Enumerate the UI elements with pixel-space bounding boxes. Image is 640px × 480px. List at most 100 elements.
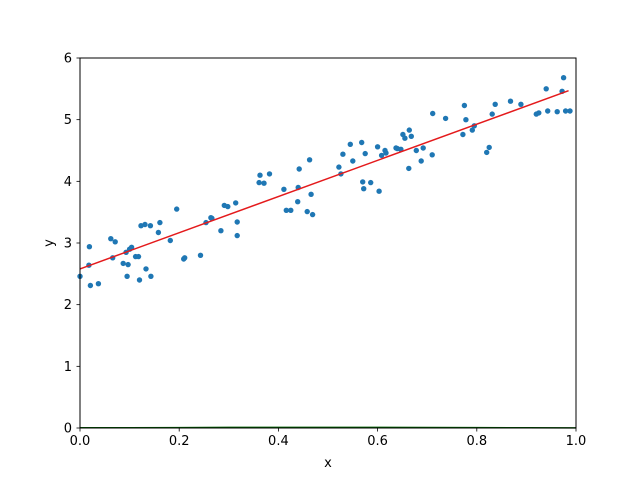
scatter-point	[296, 166, 302, 172]
scatter-point	[174, 206, 180, 212]
scatter-point	[347, 141, 353, 147]
scatter-point	[374, 144, 381, 150]
scatter-point	[283, 207, 289, 213]
scatter-point	[125, 261, 131, 268]
scatter-point	[543, 86, 549, 92]
scatter-point	[489, 111, 495, 117]
scatter-point	[429, 152, 435, 158]
scatter-point	[128, 244, 135, 250]
scatter-point	[402, 135, 408, 141]
scatter-point	[359, 139, 365, 146]
x-tick-label: 0.2	[169, 434, 190, 449]
scatter-point	[143, 266, 149, 272]
scatter-point	[360, 179, 366, 185]
scatter-point	[486, 144, 492, 151]
scatter-point	[288, 207, 294, 213]
y-tick-label: 0	[64, 422, 72, 437]
y-tick-label: 5	[64, 113, 72, 128]
scatter-point	[87, 282, 94, 289]
scatter-point	[157, 219, 163, 226]
scatter-point	[406, 127, 412, 133]
scatter-point	[413, 147, 419, 154]
scatter-point	[304, 208, 310, 215]
scatter-point	[362, 150, 368, 157]
regression-line	[79, 89, 569, 270]
scatter-point	[218, 228, 224, 234]
x-tick-label: 1.0	[566, 434, 587, 449]
x-axis-ticks: 0.0 0.2 0.4 0.6 0.8 1.0	[70, 428, 587, 449]
scatter-point	[336, 164, 342, 170]
scatter-point	[225, 203, 231, 210]
scatter-point	[261, 180, 267, 186]
y-axis-label: y	[42, 239, 57, 247]
y-axis-ticks: 0 1 2 3 4 5 6	[64, 52, 80, 437]
scatter-point	[461, 102, 468, 109]
scatter-point	[86, 244, 93, 250]
scatter-point	[182, 255, 188, 261]
scatter-point	[306, 157, 313, 163]
scatter-point	[308, 191, 314, 197]
scatter-point	[147, 223, 154, 229]
scatter-point	[518, 101, 524, 108]
x-axis-label: x	[324, 456, 332, 471]
scatter-point	[442, 115, 449, 122]
scatter-point	[135, 253, 142, 260]
scatter-point	[484, 149, 490, 156]
scatter-point	[234, 219, 240, 225]
scatter-point	[430, 110, 436, 117]
scatter-point	[545, 108, 551, 114]
y-tick-label: 1	[64, 360, 72, 375]
scatter-point	[142, 221, 148, 228]
scatter-point	[95, 281, 102, 287]
scatter-point	[257, 172, 263, 178]
scatter-point	[460, 131, 466, 138]
scatter-point	[309, 211, 316, 218]
scatter-point	[295, 199, 301, 205]
scatter-point	[197, 252, 204, 258]
scatter-point	[469, 127, 475, 133]
scatter-point	[378, 152, 385, 159]
series-layer	[77, 75, 577, 429]
scatter-point	[554, 109, 560, 115]
scatter-point	[463, 117, 469, 123]
scatter-point	[408, 133, 414, 139]
y-tick-label: 3	[64, 237, 72, 252]
scatter-point	[406, 165, 412, 172]
scatter-point	[536, 110, 542, 116]
scatter-point	[234, 232, 240, 239]
scatter-point	[383, 150, 389, 156]
scatter-point	[256, 179, 262, 186]
scatter-point	[108, 236, 114, 242]
scatter-point	[112, 239, 118, 245]
x-tick-label: 0.8	[466, 434, 487, 449]
scatter-point	[350, 158, 356, 164]
scatter-point	[368, 179, 374, 186]
scatter-point	[361, 186, 367, 192]
x-tick-label: 0.6	[367, 434, 388, 449]
scatter-point	[155, 229, 162, 236]
x-tick-label: 0.4	[268, 434, 289, 449]
scatter-point	[562, 108, 569, 114]
scatter-point	[560, 75, 567, 81]
scatter-point	[281, 186, 287, 192]
scatter-point	[376, 188, 382, 194]
scatter-point	[492, 101, 498, 108]
scatter-point	[233, 200, 239, 206]
y-tick-label: 2	[64, 298, 72, 313]
scatter-point	[567, 108, 573, 114]
plot-area	[80, 58, 576, 428]
scatter-point	[136, 277, 143, 283]
scatter-point	[167, 237, 173, 244]
y-tick-label: 4	[64, 175, 72, 190]
x-tick-label: 0.0	[70, 434, 91, 449]
scatter-point	[124, 273, 130, 279]
scatter-point	[266, 171, 273, 177]
scatter-point	[420, 145, 426, 151]
scatter-point	[418, 158, 424, 164]
scatter-point	[148, 273, 154, 279]
y-tick-label: 6	[64, 52, 72, 67]
scatter-point	[120, 260, 126, 267]
scatter-point	[507, 98, 514, 104]
scatter-point	[340, 151, 346, 157]
